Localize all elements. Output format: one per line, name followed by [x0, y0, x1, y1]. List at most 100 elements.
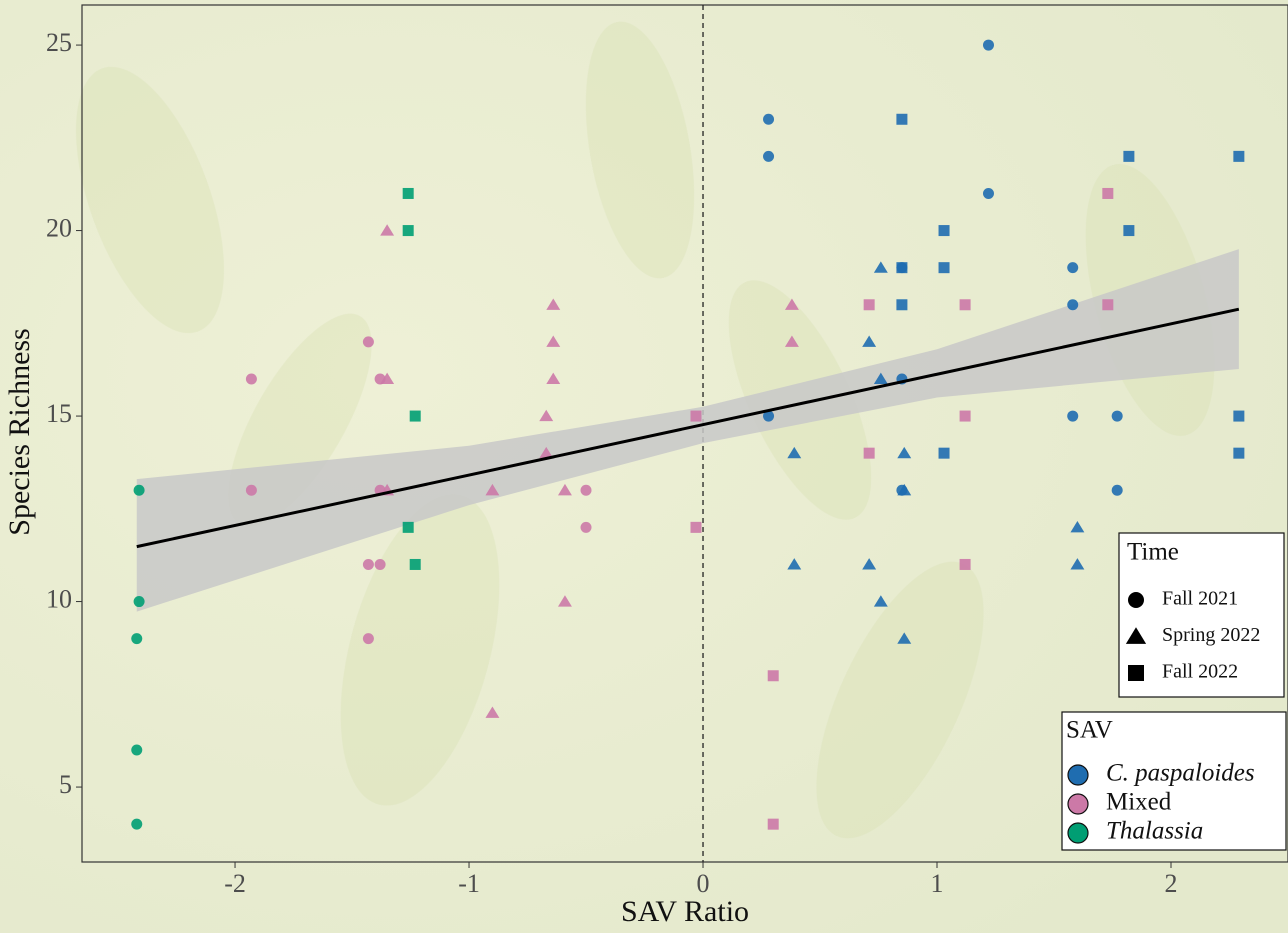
point [485, 483, 500, 496]
point [767, 818, 779, 830]
point [862, 335, 877, 347]
legend-symbol [1125, 627, 1147, 644]
point [362, 558, 374, 570]
point [131, 633, 143, 645]
point [959, 299, 971, 311]
legend-title: SAV [1066, 717, 1113, 744]
x-tick-label: 2 [1165, 869, 1178, 898]
y-tick-label: 20 [46, 214, 72, 243]
point [982, 39, 994, 51]
point [380, 372, 395, 385]
point [1233, 447, 1245, 459]
point [938, 447, 950, 459]
point [784, 298, 799, 310]
point [959, 410, 971, 422]
point [896, 113, 908, 125]
point [402, 521, 414, 533]
fit-line [136, 307, 1240, 549]
y-tick-label: 25 [46, 28, 72, 57]
legend-box [1061, 711, 1287, 851]
legend-label: C. paspaloides [1106, 760, 1255, 787]
point [763, 410, 775, 422]
x-tick-label: 0 [697, 869, 710, 898]
point [1067, 299, 1079, 311]
legend-label: Spring 2022 [1162, 624, 1260, 646]
point [402, 225, 414, 237]
point [787, 446, 802, 459]
x-tick-label: -2 [224, 869, 246, 898]
point [862, 558, 877, 570]
point [1233, 150, 1245, 162]
legend-symbol [1067, 822, 1089, 844]
point [1102, 187, 1114, 199]
plot-border [81, 4, 1288, 863]
point [938, 262, 950, 274]
point [1067, 410, 1079, 422]
point [1111, 484, 1123, 496]
point [133, 484, 145, 496]
legend-symbol [1128, 592, 1144, 608]
point [409, 558, 421, 570]
point [1070, 521, 1085, 533]
point [982, 187, 994, 199]
point [1067, 262, 1079, 274]
x-axis-title: SAV Ratio [621, 895, 749, 928]
point [863, 299, 875, 311]
x-tick-label: 1 [931, 869, 944, 898]
y-axis-title: Species Richness [3, 328, 36, 535]
legend-label: Fall 2022 [1162, 661, 1238, 683]
point [690, 521, 702, 533]
point [546, 372, 561, 385]
point [558, 483, 572, 496]
point [767, 670, 779, 682]
point [873, 595, 888, 607]
point [873, 372, 888, 385]
legend-box [1118, 532, 1285, 698]
point [897, 446, 912, 459]
point [245, 484, 257, 496]
y-tick-label: 15 [46, 399, 72, 428]
point [580, 484, 592, 496]
point [1123, 150, 1135, 162]
point [897, 632, 912, 644]
point [763, 113, 775, 125]
point [896, 262, 908, 274]
point [690, 410, 702, 422]
point [409, 410, 421, 422]
legend-label: Fall 2021 [1162, 588, 1238, 610]
point [402, 187, 414, 199]
point [1123, 225, 1135, 237]
legend-symbol [1067, 764, 1089, 786]
point [763, 150, 775, 162]
legend-title: Time [1127, 539, 1179, 566]
time-legend: Time Fall 2021 Spring 2022 Fall 2022 [1118, 532, 1285, 698]
point [380, 224, 395, 236]
legend-label: Mixed [1106, 789, 1172, 816]
point [245, 373, 257, 385]
point [546, 298, 561, 310]
y-tick-label: 5 [59, 770, 72, 799]
point [787, 558, 802, 570]
point [580, 521, 592, 533]
point [896, 299, 908, 311]
point [938, 225, 950, 237]
point [539, 446, 554, 459]
confidence-band [136, 249, 1239, 612]
point [374, 558, 386, 570]
point [133, 596, 145, 608]
point [558, 595, 572, 607]
point [362, 336, 374, 348]
point [131, 818, 143, 830]
point [959, 558, 971, 570]
point [1102, 299, 1114, 311]
point [485, 706, 500, 718]
point [1233, 410, 1245, 422]
point [1111, 410, 1123, 422]
point [362, 633, 374, 645]
point [539, 409, 554, 422]
point [873, 261, 888, 273]
point [131, 744, 143, 756]
point [863, 447, 875, 459]
point [1070, 558, 1085, 570]
